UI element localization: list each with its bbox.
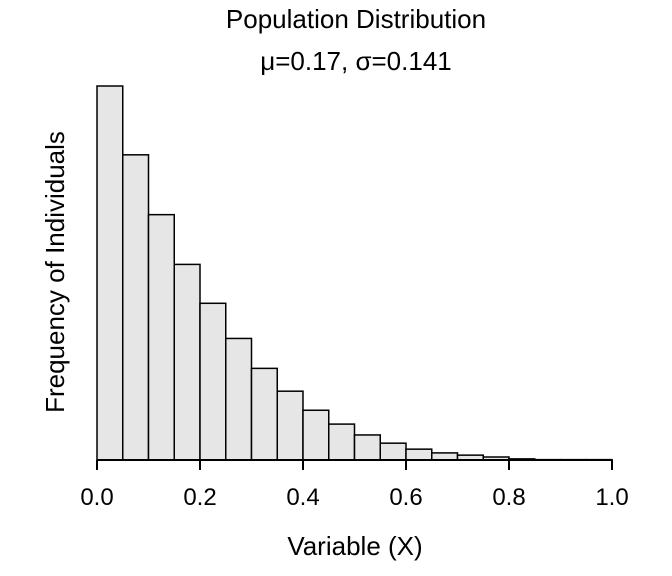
histogram-bar — [431, 452, 459, 461]
bars-group — [96, 85, 613, 461]
histogram-bar — [96, 85, 124, 461]
histogram-bar — [225, 337, 253, 461]
histogram-bar — [405, 448, 433, 461]
histogram-bar — [122, 154, 150, 461]
histogram-bar — [302, 409, 330, 461]
histogram-bar — [328, 423, 356, 461]
histogram-bar — [250, 367, 278, 461]
x-tick-label: 0.8 — [492, 484, 525, 511]
chart-title: Population Distribution — [226, 4, 486, 34]
y-axis-label: Frequency of Individuals — [40, 131, 70, 413]
x-axis-label: Variable (X) — [287, 531, 422, 561]
x-tick-label: 0.6 — [389, 484, 422, 511]
x-tick-label: 0.4 — [286, 484, 319, 511]
histogram-bar — [276, 390, 304, 461]
x-tick-label: 0.0 — [80, 484, 113, 511]
histogram-bar — [173, 263, 201, 461]
histogram-bar — [147, 213, 175, 461]
chart-subtitle: μ=0.17, σ=0.141 — [260, 46, 452, 76]
x-ticks-group: 0.0 0.2 0.4 0.6 0.8 1.0 — [80, 460, 629, 511]
histogram-bar — [199, 302, 227, 461]
x-tick-label: 0.2 — [183, 484, 216, 511]
histogram-bar — [379, 442, 407, 461]
x-tick-label: 1.0 — [595, 484, 628, 511]
histogram-bar — [353, 434, 381, 461]
